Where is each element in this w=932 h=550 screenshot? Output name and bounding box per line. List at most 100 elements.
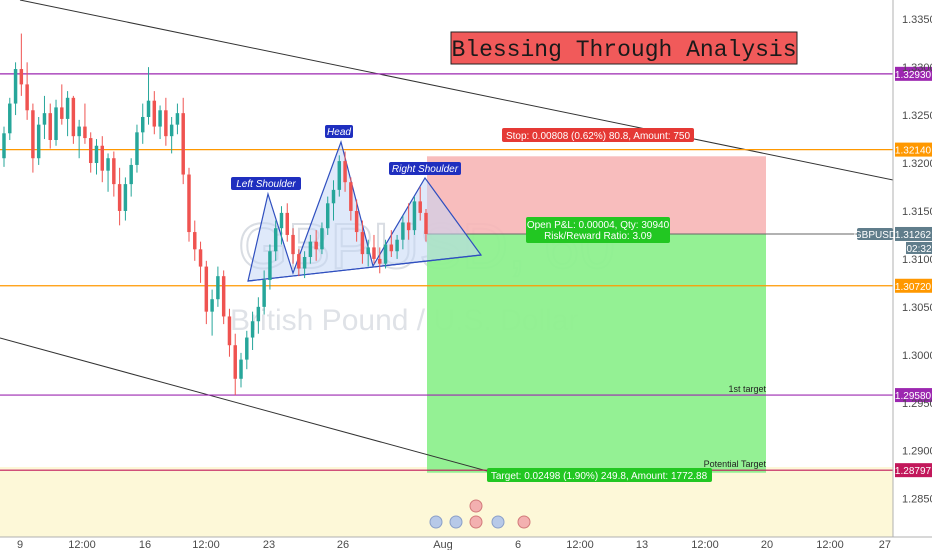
current-price-value: 1.31262 xyxy=(895,230,932,241)
price-level-tag xyxy=(895,66,932,81)
candle-body xyxy=(273,228,278,252)
candle-body xyxy=(285,212,289,235)
candle-body xyxy=(268,251,272,281)
candle-body xyxy=(331,189,336,204)
candle-body xyxy=(175,113,180,125)
candle-body xyxy=(48,113,52,141)
candle-body xyxy=(406,222,411,231)
x-tick-label: 23 xyxy=(263,539,275,550)
x-tick-label: Aug xyxy=(433,539,453,550)
pattern-label: Left Shoulder xyxy=(236,179,296,190)
candle-body xyxy=(2,133,6,159)
event-flags[interactable] xyxy=(429,499,531,529)
channel-upper-line[interactable] xyxy=(19,0,894,181)
risk-reward-text: Risk/Reward Ratio: 3.09 xyxy=(544,231,652,242)
price-level-value: 1.28797 xyxy=(895,466,932,477)
y-tick-label: 1.30000 xyxy=(902,350,932,362)
x-tick-label: 12:00 xyxy=(68,539,96,550)
pattern-label: Head xyxy=(327,127,351,138)
candle-body xyxy=(13,69,18,104)
pattern-label-box xyxy=(389,162,461,175)
candle-body xyxy=(262,280,266,307)
event-flag-icon[interactable] xyxy=(469,499,483,513)
price-level-tag xyxy=(895,388,932,403)
candle-body xyxy=(308,241,313,257)
candle-body xyxy=(141,116,145,133)
candle-body xyxy=(349,182,353,211)
candle-body xyxy=(152,100,157,127)
candle-body xyxy=(210,299,214,312)
candle-body xyxy=(302,256,307,269)
candle-body xyxy=(383,244,388,264)
x-tick-label: 12:00 xyxy=(816,539,844,550)
current-price-tag xyxy=(895,226,932,241)
candle-body xyxy=(31,110,35,159)
price-level-tag xyxy=(895,463,932,478)
symbol-tag-text: GBPUSD xyxy=(854,230,896,241)
candle-body xyxy=(65,97,70,119)
candle-body xyxy=(395,239,399,252)
channel-lower-line[interactable] xyxy=(0,337,521,481)
event-flag-icon[interactable] xyxy=(491,515,505,529)
candle-body xyxy=(187,174,191,233)
stop-text: Stop: 0.00808 (0.62%) 80.8, Amount: 750 xyxy=(506,131,690,142)
candle-body xyxy=(233,345,237,379)
y-tick-label: 1.29500 xyxy=(902,398,932,410)
event-flag-icon[interactable] xyxy=(429,515,443,529)
candle-body xyxy=(135,132,139,165)
price-level-value: 1.30720 xyxy=(895,282,932,293)
y-tick-label: 1.32500 xyxy=(902,110,932,122)
x-tick-label: 13 xyxy=(636,539,648,550)
event-flag-icon[interactable] xyxy=(469,515,483,529)
candle-body xyxy=(354,210,359,233)
candle-body xyxy=(325,203,330,229)
symbol-tag xyxy=(857,227,893,240)
event-flag-icon[interactable] xyxy=(517,515,531,529)
y-tick-label: 1.28500 xyxy=(902,494,932,506)
stop-box xyxy=(502,128,694,142)
x-tick-label: 12:00 xyxy=(192,539,220,550)
price-level-tag xyxy=(895,278,932,293)
candle-body xyxy=(123,184,128,211)
pattern-label: Right Shoulder xyxy=(392,164,459,175)
candle-body xyxy=(169,124,174,137)
target-box xyxy=(487,468,712,482)
x-tick-label: 26 xyxy=(337,539,349,550)
candle-body xyxy=(36,124,41,159)
candle-body xyxy=(337,161,342,190)
candle-body xyxy=(19,69,24,85)
candle-body xyxy=(112,158,116,185)
y-tick-label: 1.30500 xyxy=(902,302,932,314)
candle-body xyxy=(372,247,376,259)
candle-body xyxy=(297,254,301,269)
x-tick-label: 9 xyxy=(17,539,23,550)
candle-body xyxy=(366,247,370,255)
event-flag-icon[interactable] xyxy=(449,515,463,529)
y-tick-label: 1.33000 xyxy=(902,62,932,74)
target-zone xyxy=(427,233,766,473)
candle-body xyxy=(8,103,12,134)
candle-body xyxy=(314,241,318,250)
y-tick-label: 1.29000 xyxy=(902,446,932,458)
candle-body xyxy=(88,138,93,164)
candle-body xyxy=(129,164,133,185)
candle-body xyxy=(193,232,197,250)
open-pnl-text: Open P&L: 0.00004, Qty: 30940 xyxy=(527,220,670,231)
candle-body xyxy=(106,158,110,171)
candle-body xyxy=(424,212,428,234)
candle-body xyxy=(77,126,81,137)
y-tick-label: 1.32000 xyxy=(902,158,932,170)
banner-title: Blessing Through Analysis xyxy=(451,37,796,63)
candle-body xyxy=(181,113,185,175)
candle-body xyxy=(245,337,249,360)
candle-body xyxy=(83,126,87,139)
neckline[interactable] xyxy=(247,254,482,282)
price-level-note: Potential Target xyxy=(704,459,767,469)
price-level-tag xyxy=(895,142,932,157)
candle-body xyxy=(221,276,226,317)
candle-body xyxy=(320,228,324,250)
candle-body xyxy=(412,201,417,231)
candle-body xyxy=(250,321,255,338)
candle-body xyxy=(164,110,168,137)
